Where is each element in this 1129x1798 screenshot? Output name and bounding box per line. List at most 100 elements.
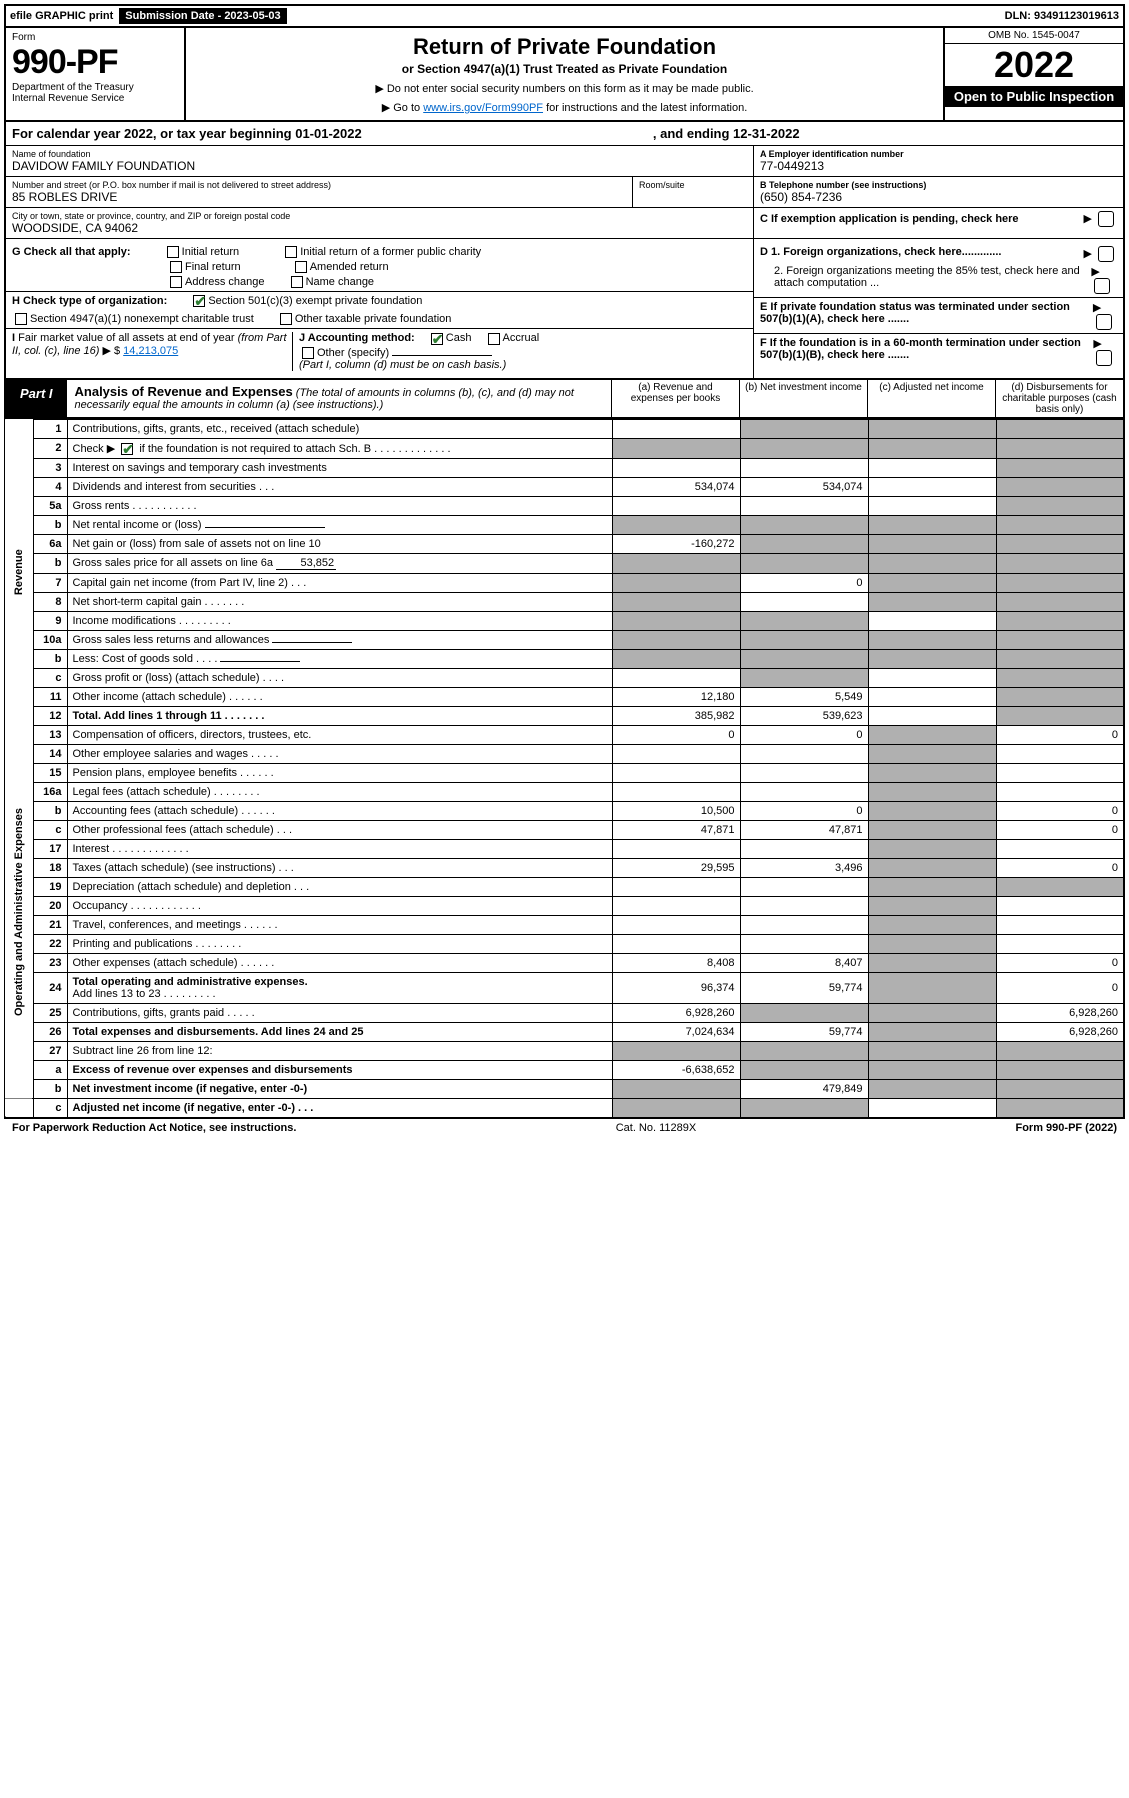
v-24b: 59,774 [740, 972, 868, 1003]
v-26a: 7,024,634 [612, 1022, 740, 1041]
v-11a: 12,180 [612, 687, 740, 706]
paperwork-notice: For Paperwork Reduction Act Notice, see … [12, 1122, 296, 1134]
schb-checkbox[interactable] [121, 443, 133, 455]
row-10b-label: Less: Cost of goods sold . . . . [73, 653, 218, 665]
dept-label: Department of the Treasury [12, 82, 178, 93]
submission-date: Submission Date - 2023-05-03 [119, 8, 286, 24]
g-address-checkbox[interactable] [170, 276, 182, 288]
j-accrual-label: Accrual [503, 332, 540, 344]
part1-tab: Part I [6, 380, 67, 417]
v-6a: -160,272 [612, 534, 740, 553]
row-23: Other expenses (attach schedule) . . . .… [67, 953, 612, 972]
row-24: Total operating and administrative expen… [67, 972, 612, 1003]
instructions-link[interactable]: www.irs.gov/Form990PF [423, 102, 543, 114]
row-16c: Other professional fees (attach schedule… [67, 820, 612, 839]
v-27bb: 479,849 [740, 1079, 868, 1098]
v-16ba: 10,500 [612, 801, 740, 820]
v-7b: 0 [740, 573, 868, 592]
v-18d: 0 [996, 858, 1124, 877]
g-amended-label: Amended return [310, 261, 389, 273]
j-other-label: Other (specify) [317, 347, 389, 359]
row-2: Check ▶ if the foundation is not require… [67, 438, 612, 458]
g-former-label: Initial return of a former public charit… [300, 246, 481, 258]
v-16bb: 0 [740, 801, 868, 820]
v-26b: 59,774 [740, 1022, 868, 1041]
g-final-label: Final return [185, 261, 241, 273]
v-24d: 0 [996, 972, 1124, 1003]
name-label: Name of foundation [12, 149, 747, 159]
h-501c3-checkbox[interactable] [193, 295, 205, 307]
v-13a: 0 [612, 725, 740, 744]
cal-end: , and ending 12-31-2022 [653, 126, 800, 141]
col-a-header: (a) Revenue and expenses per books [611, 380, 739, 417]
calendar-year-row: For calendar year 2022, or tax year begi… [4, 122, 1125, 146]
g-name-checkbox[interactable] [291, 276, 303, 288]
row-27a: Excess of revenue over expenses and disb… [67, 1060, 612, 1079]
d1-checkbox[interactable] [1098, 246, 1114, 262]
row-8: Net short-term capital gain . . . . . . … [67, 592, 612, 611]
row-16a: Legal fees (attach schedule) . . . . . .… [67, 782, 612, 801]
row-27c: Adjusted net income (if negative, enter … [67, 1098, 612, 1118]
v-4a: 534,074 [612, 477, 740, 496]
d2-checkbox[interactable] [1094, 278, 1110, 294]
v-16cd: 0 [996, 820, 1124, 839]
row-5b-label: Net rental income or (loss) [73, 519, 202, 531]
part1-title: Analysis of Revenue and Expenses [75, 384, 293, 399]
row-10a-label: Gross sales less returns and allowances [73, 634, 270, 646]
c-label: C If exemption application is pending, c… [760, 213, 1019, 225]
tel-value: (650) 854-7236 [760, 190, 1117, 204]
v-12b: 539,623 [740, 706, 868, 725]
form-subtitle: or Section 4947(a)(1) Trust Treated as P… [196, 62, 933, 76]
h-other-checkbox[interactable] [280, 313, 292, 325]
col-c-header: (c) Adjusted net income [867, 380, 995, 417]
d2-label: 2. Foreign organizations meeting the 85%… [760, 265, 1091, 294]
form-title: Return of Private Foundation [196, 34, 933, 60]
dln-label: DLN: 93491123019613 [1005, 10, 1119, 22]
row-16b: Accounting fees (attach schedule) . . . … [67, 801, 612, 820]
row-24-title: Total operating and administrative expen… [73, 976, 308, 988]
j-other-checkbox[interactable] [302, 347, 314, 359]
open-public-label: Open to Public Inspection [945, 86, 1123, 107]
f-checkbox[interactable] [1096, 350, 1112, 366]
row-10c: Gross profit or (loss) (attach schedule)… [67, 668, 612, 687]
e-checkbox[interactable] [1096, 314, 1112, 330]
v-18a: 29,595 [612, 858, 740, 877]
row-11: Other income (attach schedule) . . . . .… [67, 687, 612, 706]
row-18: Taxes (attach schedule) (see instruction… [67, 858, 612, 877]
j-accrual-checkbox[interactable] [488, 333, 500, 345]
revenue-side-label: Revenue [5, 419, 33, 725]
col-b-header: (b) Net investment income [739, 380, 867, 417]
row-22: Printing and publications . . . . . . . … [67, 934, 612, 953]
top-bar: efile GRAPHIC print Submission Date - 20… [4, 4, 1125, 28]
j-label: J Accounting method: [299, 332, 415, 344]
row-20: Occupancy . . . . . . . . . . . . [67, 896, 612, 915]
row-19: Depreciation (attach schedule) and deple… [67, 877, 612, 896]
g-final-checkbox[interactable] [170, 261, 182, 273]
j-cash-checkbox[interactable] [431, 333, 443, 345]
tax-year: 2022 [945, 44, 1123, 86]
g-initial-checkbox[interactable] [167, 246, 179, 258]
row-25: Contributions, gifts, grants paid . . . … [67, 1003, 612, 1022]
v-16cb: 47,871 [740, 820, 868, 839]
instruction-2-post: for instructions and the latest informat… [546, 102, 747, 114]
c-checkbox[interactable] [1098, 211, 1114, 227]
v-12a: 385,982 [612, 706, 740, 725]
g-former-checkbox[interactable] [285, 246, 297, 258]
j-note: (Part I, column (d) must be on cash basi… [299, 359, 506, 371]
v-13b: 0 [740, 725, 868, 744]
row-6b: Gross sales price for all assets on line… [67, 553, 612, 573]
cal-begin: For calendar year 2022, or tax year begi… [12, 126, 653, 141]
form-number: 990-PF [12, 43, 178, 82]
g-amended-checkbox[interactable] [295, 261, 307, 273]
v-25a: 6,928,260 [612, 1003, 740, 1022]
addr-label: Number and street (or P.O. box number if… [12, 180, 626, 190]
row-14: Other employee salaries and wages . . . … [67, 744, 612, 763]
ghi-block: G Check all that apply: Initial return I… [4, 239, 1125, 380]
part1-table: Revenue 1Contributions, gifts, grants, e… [4, 419, 1125, 1119]
part1-header: Part I Analysis of Revenue and Expenses … [4, 380, 1125, 419]
h-4947-checkbox[interactable] [15, 313, 27, 325]
v-11b: 5,549 [740, 687, 868, 706]
row-1: Contributions, gifts, grants, etc., rece… [67, 419, 612, 438]
tel-label: B Telephone number (see instructions) [760, 180, 1117, 190]
v-16bd: 0 [996, 801, 1124, 820]
